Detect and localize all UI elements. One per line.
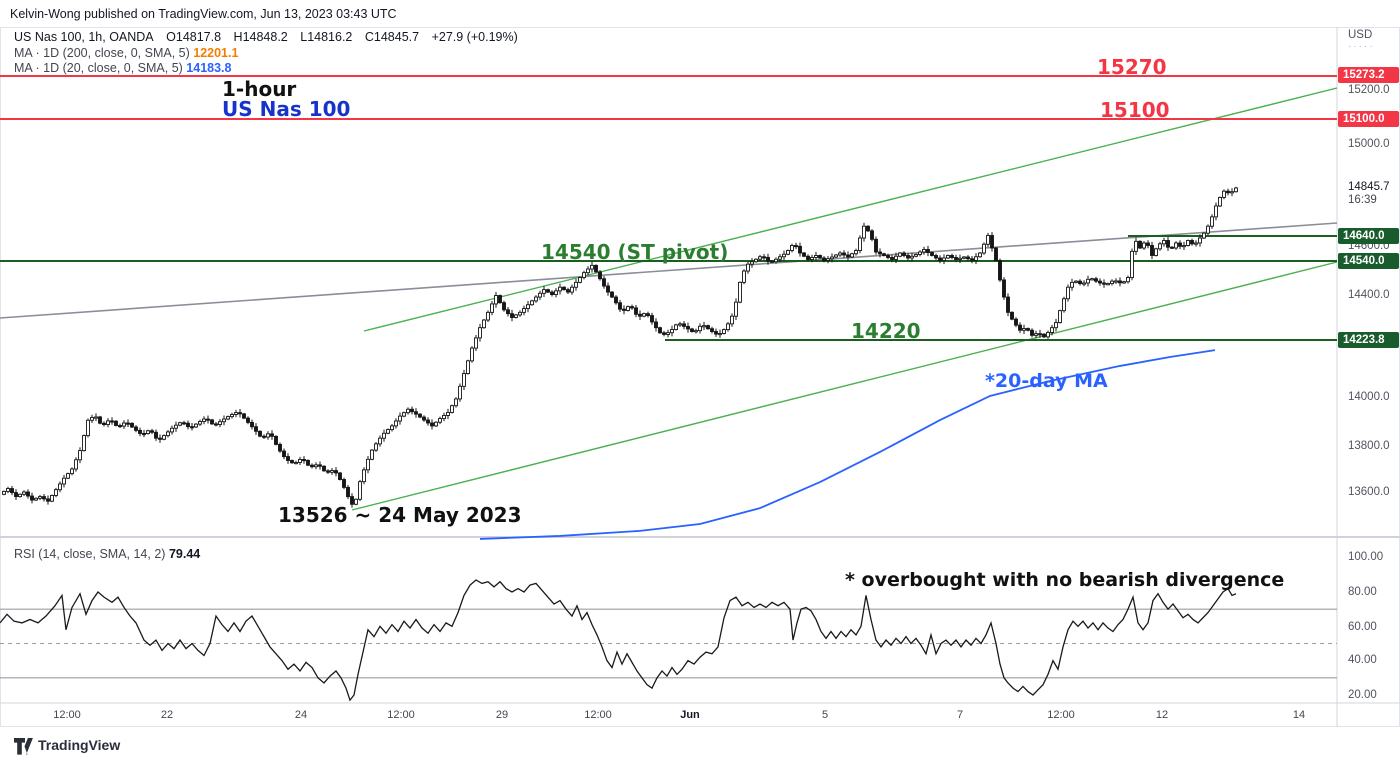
ohlc-low: L14816.2 xyxy=(300,30,353,44)
price-level-badge: 14640.0 xyxy=(1338,228,1399,244)
brand-name[interactable]: TradingView xyxy=(38,737,121,753)
publisher-note: Kelvin-Wong published on TradingView.com… xyxy=(10,7,397,21)
price-level-badge: 15100.0 xyxy=(1338,111,1399,127)
time-axis-label[interactable]: 12:00 xyxy=(584,709,612,721)
price-axis-tick: 13800.0 xyxy=(1348,440,1390,452)
chart-annotation: 14220 xyxy=(851,319,921,343)
time-axis-label[interactable]: 12:00 xyxy=(1047,709,1075,721)
chart-annotation: * overbought with no bearish divergence xyxy=(845,569,1285,591)
time-axis-label[interactable]: 22 xyxy=(160,709,174,721)
time-axis-label[interactable]: 5 xyxy=(821,709,829,721)
ohlc-close: C14845.7 xyxy=(364,30,420,44)
chart-annotation: 13526 ~ 24 May 2023 xyxy=(278,503,522,527)
time-axis-label[interactable]: 29 xyxy=(495,709,509,721)
rsi-axis-tick: 100.00 xyxy=(1348,551,1384,563)
chart-annotation: 15270 xyxy=(1097,55,1167,79)
rsi-axis-tick: 40.00 xyxy=(1348,654,1377,666)
time-axis-label[interactable]: 12 xyxy=(1155,709,1169,721)
price-level-badge: 15273.2 xyxy=(1338,67,1399,83)
axis-dots-separator: ····· xyxy=(1348,41,1375,52)
time-axis-label[interactable]: 12:00 xyxy=(387,709,415,721)
rsi-axis-tick: 20.00 xyxy=(1348,689,1377,701)
price-axis-tick: 14400.0 xyxy=(1348,289,1390,301)
price-level-badge: 14540.0 xyxy=(1338,253,1399,269)
chart-annotation: 14540 (ST pivot) xyxy=(541,240,729,264)
ma20-value: 14183.8 xyxy=(186,61,232,75)
time-axis-label[interactable]: Jun xyxy=(680,709,700,721)
chart-annotation: 15100 xyxy=(1100,98,1170,122)
ma20-legend: MA · 1D (20, close, 0, SMA, 5) 14183.8 xyxy=(14,61,232,75)
last-price-label: 14845.7 16:39 xyxy=(1348,181,1390,207)
time-axis-label[interactable]: 7 xyxy=(956,709,964,721)
ohlc-change: +27.9 (+0.19%) xyxy=(431,30,518,44)
rsi-axis-tick: 60.00 xyxy=(1348,621,1377,633)
symbol-title: US Nas 100, 1h, OANDA xyxy=(14,30,154,44)
chart-annotation: 1-hour xyxy=(222,77,297,101)
price-level-badge: 14223.8 xyxy=(1338,332,1399,348)
chart-annotation: *20-day MA xyxy=(985,370,1108,392)
rsi-axis-tick: 80.00 xyxy=(1348,586,1377,598)
bar-countdown: 16:39 xyxy=(1348,194,1377,206)
chart-annotation: US Nas 100 xyxy=(222,97,351,121)
rsi-legend: RSI (14, close, SMA, 14, 2) 79.44 xyxy=(14,547,201,561)
ma200-legend: MA · 1D (200, close, 0, SMA, 5) 12201.1 xyxy=(14,45,239,60)
time-axis-label[interactable]: 12:00 xyxy=(53,709,81,721)
ma200-value: 12201.1 xyxy=(193,45,239,60)
currency-label: USD xyxy=(1348,29,1373,41)
price-axis-tick: 15200.0 xyxy=(1348,84,1390,96)
rsi-value: 79.44 xyxy=(168,547,201,561)
price-axis-tick: 14000.0 xyxy=(1348,391,1390,403)
price-axis-tick: 15000.0 xyxy=(1348,138,1390,150)
ohlc-open: O14817.8 xyxy=(166,30,222,44)
time-axis-label[interactable]: 24 xyxy=(294,709,308,721)
last-price-value: 14845.7 xyxy=(1348,181,1390,193)
price-axis-tick: 13600.0 xyxy=(1348,486,1390,498)
ohlc-high: H14848.2 xyxy=(233,30,288,44)
tradingview-logo-icon[interactable] xyxy=(14,738,34,760)
legend: US Nas 100, 1h, OANDA O14817.8 H14848.2 … xyxy=(14,30,518,77)
symbol-legend: US Nas 100, 1h, OANDA O14817.8 H14848.2 … xyxy=(14,30,518,45)
time-axis-label[interactable]: 14 xyxy=(1292,709,1306,721)
